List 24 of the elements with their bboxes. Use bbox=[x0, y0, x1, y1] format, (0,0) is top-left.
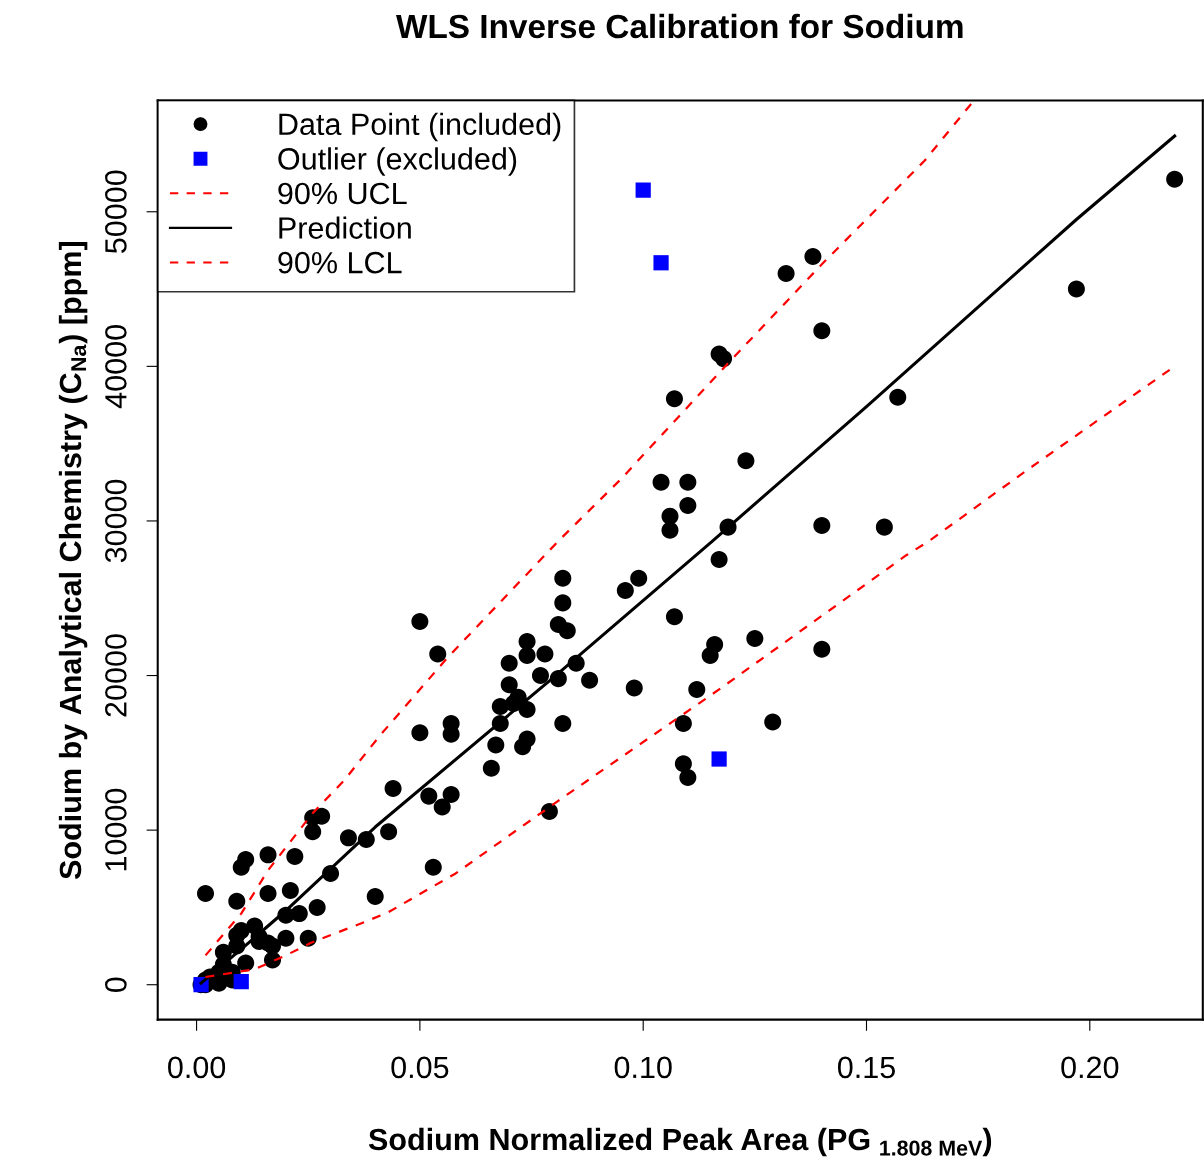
point bbox=[653, 255, 669, 271]
y-tick-label: 0 bbox=[105, 977, 127, 993]
legend-label: Outlier (excluded) bbox=[278, 147, 517, 176]
x-tick-label: 0.20 bbox=[1061, 1056, 1119, 1079]
y-tick-label: 50000 bbox=[105, 170, 127, 254]
y-tick-label: 40000 bbox=[105, 325, 127, 409]
point bbox=[635, 182, 651, 198]
point bbox=[233, 974, 249, 990]
x-tick-label: 0.05 bbox=[391, 1056, 449, 1079]
y-tick-label: 10000 bbox=[105, 788, 127, 871]
line-series bbox=[204, 102, 973, 957]
x-tick-label: 0.15 bbox=[837, 1056, 895, 1079]
legend-label: 90% UCL bbox=[278, 182, 407, 205]
legend-label: 90% LCL bbox=[278, 251, 402, 274]
x-tick-label: 0.10 bbox=[614, 1056, 672, 1079]
y-tick-label: 30000 bbox=[105, 479, 127, 563]
legend-label: Data Point (included) bbox=[279, 112, 561, 142]
chart-title: WLS Inverse Calibration for Sodium bbox=[396, 13, 963, 39]
legend-label: Prediction bbox=[279, 216, 411, 239]
point bbox=[711, 751, 727, 767]
y-axis-title: Sodium by Analytical Chemistry (C$_{Na}$) [ppm] bbox=[58, 242, 88, 880]
y-tick-label: 20000 bbox=[105, 634, 127, 717]
x-axis-title: Sodium Normalized Peak Area (PG 1.808 MeV) bbox=[368, 1127, 992, 1157]
x-tick-label: 0.00 bbox=[168, 1056, 226, 1079]
